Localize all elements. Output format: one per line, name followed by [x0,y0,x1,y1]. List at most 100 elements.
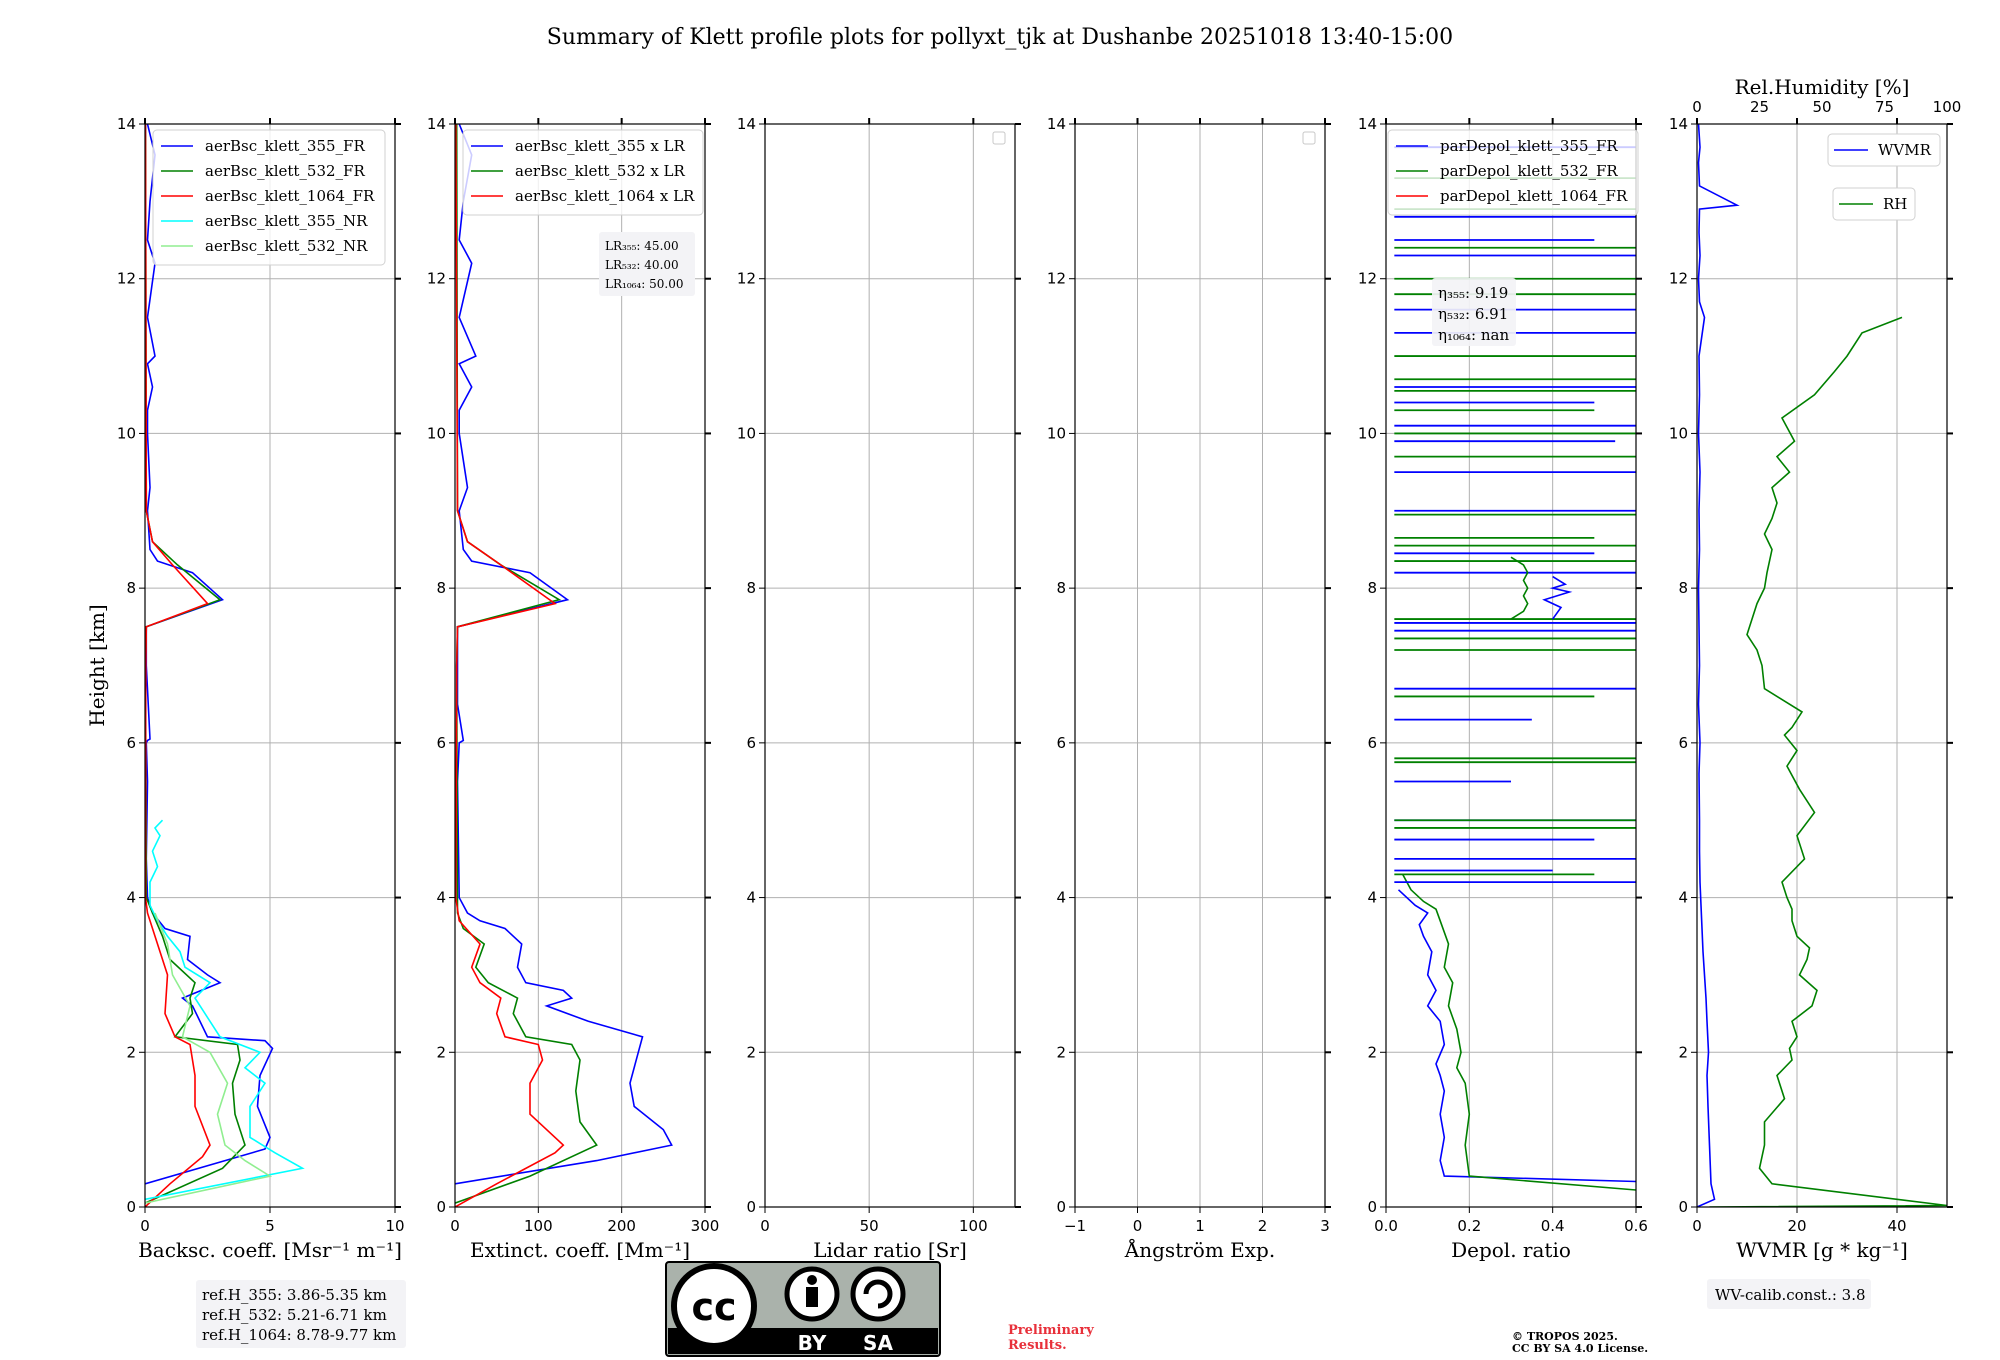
series-group [1697,124,1947,1207]
x-tick-label: 3 [1320,1217,1330,1235]
x-axis-label: Ångström Exp. [1124,1237,1275,1262]
x-tick-label: 0.6 [1624,1217,1648,1235]
cc-logo-text: cc [691,1285,736,1329]
x-axis-label: Extinct. coeff. [Mm⁻¹] [470,1238,690,1262]
x-tick-label: 0 [450,1217,460,1235]
x-tick-label: 50 [860,1217,879,1235]
sa-share-icon [850,1266,906,1322]
sa-arrow-icon [863,1279,893,1309]
lidar-ratio-note: LR₃₅₅: 45.00 LR₅₃₂: 40.00 LR₁₀₆₄: 50.00 [599,232,695,296]
lr-value: LR₅₃₂: 40.00 [605,258,679,272]
cc-logo-icon [671,1263,757,1349]
legend-entry: parDepol_klett_355_FR [1440,137,1618,155]
ref-height-532: ref.H_532: 5.21-6.71 km [202,1306,387,1324]
x-tick-label: 100 [959,1217,988,1235]
y-tick-label: 12 [427,270,446,288]
legend-box [462,129,704,216]
y-tick-label: 10 [1669,424,1688,442]
y-tick-label: 12 [1358,270,1377,288]
y-tick-label: 8 [1056,579,1066,597]
lr-value: LR₃₅₅: 45.00 [605,239,679,253]
x-axis-label: Lidar ratio [Sr] [813,1238,967,1262]
y-tick-label: 2 [436,1043,446,1061]
wv-calib-note: WV-calib.const.: 3.8 [1707,1279,1871,1309]
y-tick-label: 14 [117,115,136,133]
series-aerBsc_klett_532_NR [145,912,273,1204]
axes-frame [1385,123,1637,1208]
x-top-tick-label: 100 [1933,98,1962,116]
series-group [455,124,673,1207]
y-tick-label: 4 [1367,889,1377,907]
series-aerBsc_klett_1064 x LR [455,124,565,1207]
x-top-tick-label: 25 [1750,98,1769,116]
note-box [1432,278,1516,346]
note-box [599,232,695,296]
copyright-line1: © TROPOS 2025. [1512,1330,1618,1343]
x-tick-label: 0.2 [1457,1217,1481,1235]
y-tick-label: 6 [746,734,756,752]
y-tick-label: 10 [427,424,446,442]
by-person-body [806,1287,818,1307]
x-axis-label: Backsc. coeff. [Msr⁻¹ m⁻¹] [138,1238,402,1262]
axes-frame [764,123,1016,1208]
y-tick-label: 2 [1678,1043,1688,1061]
x-tick-label: 40 [1887,1217,1906,1235]
series-parDepol_klett_355_FR [1397,889,1636,1183]
cc-license-badge: cc BY SA [665,1261,941,1357]
x-tick-label: 0.4 [1541,1217,1565,1235]
eta-note: η₃₅₅: 9.19 η₅₃₂: 6.91 η₁₀₆₄: nan [1432,278,1516,346]
y-tick-label: 14 [1358,115,1377,133]
ref-height-1064: ref.H_1064: 8.78-9.77 km [202,1326,396,1344]
legend-entry: aerBsc_klett_532 x LR [515,162,686,180]
series-aerBsc_klett_355 x LR [455,124,673,1185]
series-group [1394,146,1636,1191]
y-tick-label: 0 [1056,1198,1066,1216]
legend-entry: aerBsc_klett_1064_FR [205,187,375,205]
x-tick-label: 100 [524,1217,553,1235]
legend-box [1827,133,1941,167]
y-tick-label: 8 [746,579,756,597]
x-tick-label: 0 [1692,1217,1702,1235]
wv-calib-value: WV-calib.const.: 3.8 [1715,1286,1866,1304]
axes-frame [454,123,706,1208]
y-tick-label: 4 [436,889,446,907]
y-tick-label: 2 [1056,1043,1066,1061]
x-tick-label: 0 [1133,1217,1143,1235]
y-tick-label: 10 [1047,424,1066,442]
y-tick-label: 14 [1669,115,1688,133]
x-tick-label: 5 [265,1217,275,1235]
legend-entry: WVMR [1878,141,1932,159]
x-tick-label: 20 [1787,1217,1806,1235]
y-tick-label: 4 [126,889,136,907]
legend-entry: aerBsc_klett_355_NR [205,212,368,230]
x-axis-label: Depol. ratio [1451,1238,1571,1262]
y-tick-label: 8 [1678,579,1688,597]
series-WVMR [1697,124,1740,1207]
y-tick-label: 6 [126,734,136,752]
legend-box [1832,187,1916,221]
x-tick-label: 300 [691,1217,720,1235]
y-tick-label: 2 [746,1043,756,1061]
panel-1: 0 5 10 0 2 4 6 8 10 12 14 Backsc. coeff. [Msr⁻¹ m⁻¹… [85,115,405,1262]
y-tick-label: 0 [1678,1198,1688,1216]
copyright-line2: CC BY SA 4.0 License. [1512,1342,1648,1355]
preliminary-line2: Results. [1008,1338,1067,1353]
y-tick-label: 12 [117,270,136,288]
y-tick-label: 2 [126,1043,136,1061]
legend: aerBsc_klett_355 x LR aerBsc_klett_532 x … [462,129,704,216]
x-tick-label: 200 [607,1217,636,1235]
x-tick-label: 1 [1195,1217,1205,1235]
axes-frame [1696,123,1948,1208]
x-top-tick-label: 75 [1875,98,1894,116]
preliminary-line1: Preliminary [1008,1323,1094,1338]
series-aerBsc_klett_355_NR [145,819,305,1201]
legend-box [152,129,386,266]
x-top-axis-label: Rel.Humidity [%] [1735,75,1910,99]
legend-entry: parDepol_klett_1064_FR [1440,187,1628,205]
lr-value: LR₁₀₆₄: 50.00 [605,277,683,291]
x-tick-label: 10 [385,1217,404,1235]
y-tick-label: 4 [1678,889,1688,907]
legend: RH [1832,187,1916,221]
